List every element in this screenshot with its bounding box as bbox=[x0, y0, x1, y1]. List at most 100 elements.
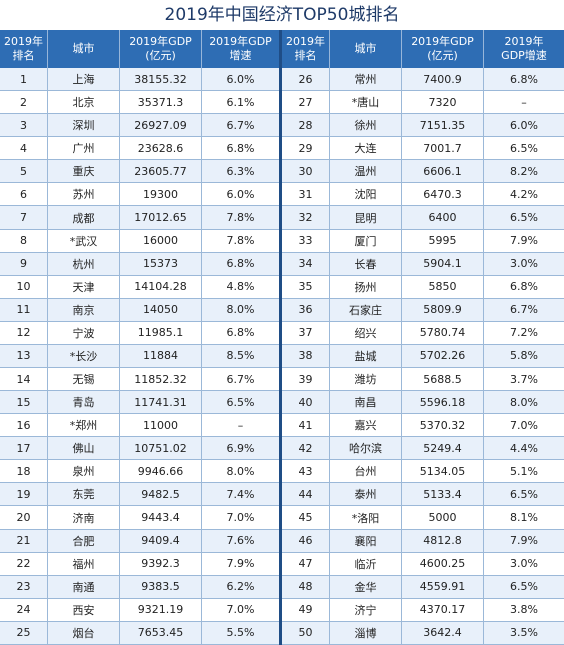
table-row: 50 淄博 3642.4 3.5% bbox=[282, 621, 564, 645]
growth-cell: – bbox=[521, 95, 527, 109]
growth-cell: 3.0% bbox=[510, 257, 538, 271]
growth-cell: 6.7% bbox=[510, 303, 538, 317]
gdp-cell: 5134.05 bbox=[402, 460, 484, 483]
rank-cell: 10 bbox=[0, 275, 48, 298]
city-cell: 青岛 bbox=[48, 391, 120, 414]
table-header-left: 2019年 排名 城市 2019年GDP (亿元) 2019年GDP 增速 bbox=[0, 30, 279, 68]
header-city: 城市 bbox=[330, 30, 402, 68]
rank-cell: 22 bbox=[0, 552, 48, 575]
city-cell: 东莞 bbox=[48, 483, 120, 506]
table-row: 34 长春 5904.1 3.0% bbox=[282, 252, 564, 276]
growth-cell: 8.0% bbox=[510, 395, 538, 409]
growth-cell: 7.0% bbox=[226, 511, 255, 525]
table-row: 44 泰州 5133.4 6.5% bbox=[282, 483, 564, 507]
rank-cell: 43 bbox=[282, 460, 330, 483]
table-row: 11 南京 14050 8.0% bbox=[0, 298, 279, 322]
growth-cell: 6.1% bbox=[226, 95, 255, 109]
growth-cell: 6.8% bbox=[226, 257, 255, 271]
gdp-cell: 7400.9 bbox=[402, 68, 484, 91]
gdp-cell: 5249.4 bbox=[402, 437, 484, 460]
growth-cell: 6.8% bbox=[510, 280, 538, 294]
growth-cell: 6.8% bbox=[226, 326, 255, 340]
growth-cell: 6.7% bbox=[226, 372, 255, 386]
rank-cell: 12 bbox=[0, 321, 48, 344]
table-row: 13 *长沙 11884 8.5% bbox=[0, 344, 279, 369]
city-cell: 北京 bbox=[48, 91, 120, 114]
city-cell: 广州 bbox=[48, 137, 120, 160]
growth-cell: 4.2% bbox=[510, 187, 538, 201]
rank-cell: 6 bbox=[0, 183, 48, 206]
rank-cell: 18 bbox=[0, 460, 48, 483]
rank-cell: 19 bbox=[0, 483, 48, 506]
gdp-cell: 4370.17 bbox=[402, 598, 484, 621]
city-cell: 潍坊 bbox=[330, 368, 402, 391]
city-cell: 佛山 bbox=[48, 437, 120, 460]
table-row: 22 福州 9392.3 7.9% bbox=[0, 552, 279, 576]
table-row: 32 昆明 6400 6.5% bbox=[282, 206, 564, 230]
city-cell: *郑州 bbox=[48, 414, 120, 437]
city-cell: 石家庄 bbox=[330, 298, 402, 321]
city-cell: 济宁 bbox=[330, 598, 402, 621]
table-row: 2 北京 35371.3 6.1% bbox=[0, 91, 279, 115]
city-cell: 徐州 bbox=[330, 114, 402, 137]
city-cell: *武汉 bbox=[48, 229, 120, 252]
growth-cell: 7.9% bbox=[510, 234, 538, 248]
growth-cell: 6.2% bbox=[226, 580, 255, 594]
rank-cell: 35 bbox=[282, 275, 330, 298]
gdp-cell: 16000 bbox=[120, 229, 202, 252]
city-cell: 常州 bbox=[330, 68, 402, 91]
table-row: 15 青岛 11741.31 6.5% bbox=[0, 391, 279, 415]
growth-cell: 6.0% bbox=[226, 72, 255, 86]
table-right-half: 2019年 排名 城市 2019年GDP (亿元) 2019年 GDP增速 26 常州 7… bbox=[282, 30, 564, 645]
rank-cell: 11 bbox=[0, 298, 48, 321]
city-cell: 杭州 bbox=[48, 252, 120, 275]
city-cell: 深圳 bbox=[48, 114, 120, 137]
city-cell: 宁波 bbox=[48, 321, 120, 344]
header-rank: 2019年 排名 bbox=[282, 30, 330, 68]
rank-cell: 39 bbox=[282, 368, 330, 391]
growth-cell: 3.7% bbox=[510, 372, 538, 386]
city-cell: 台州 bbox=[330, 460, 402, 483]
growth-cell: 7.8% bbox=[226, 211, 255, 224]
rank-cell: 46 bbox=[282, 529, 330, 552]
table-row: 12 宁波 11985.1 6.8% bbox=[0, 321, 279, 345]
city-cell: 烟台 bbox=[48, 621, 120, 644]
growth-cell: 6.5% bbox=[510, 211, 538, 224]
table-row: 10 天津 14104.28 4.8% bbox=[0, 275, 279, 299]
rank-cell: 8 bbox=[0, 229, 48, 252]
table-row: 41 嘉兴 5370.32 7.0% bbox=[282, 414, 564, 438]
city-cell: 泰州 bbox=[330, 483, 402, 506]
gdp-cell: 35371.3 bbox=[120, 91, 202, 114]
growth-cell: 5.1% bbox=[510, 464, 538, 478]
gdp-cell: 9392.3 bbox=[120, 552, 202, 575]
table-row: 33 厦门 5995 7.9% bbox=[282, 229, 564, 253]
growth-cell: 7.0% bbox=[226, 603, 255, 617]
growth-cell: 5.8% bbox=[510, 349, 538, 363]
rank-cell: 4 bbox=[0, 137, 48, 160]
rank-cell: 14 bbox=[0, 368, 48, 391]
rank-cell: 34 bbox=[282, 252, 330, 275]
city-cell: 哈尔滨 bbox=[330, 437, 402, 460]
gdp-cell: 4600.25 bbox=[402, 552, 484, 575]
growth-cell: 6.3% bbox=[226, 164, 255, 178]
gdp-cell: 9383.5 bbox=[120, 575, 202, 598]
gdp-cell: 5995 bbox=[402, 229, 484, 252]
table-row: 21 合肥 9409.4 7.6% bbox=[0, 529, 279, 553]
rank-cell: 37 bbox=[282, 321, 330, 344]
growth-cell: 7.0% bbox=[510, 418, 538, 432]
growth-cell: 6.5% bbox=[510, 141, 538, 155]
growth-cell: – bbox=[237, 418, 244, 432]
table-row: 7 成都 17012.65 7.8% bbox=[0, 206, 279, 230]
rank-cell: 48 bbox=[282, 575, 330, 598]
table-row: 19 东莞 9482.5 7.4% bbox=[0, 483, 279, 507]
gdp-cell: 9321.19 bbox=[120, 598, 202, 621]
table-row: 14 无锡 11852.32 6.7% bbox=[0, 368, 279, 392]
table-left-half: 2019年 排名 城市 2019年GDP (亿元) 2019年GDP 增速 1 上海 38… bbox=[0, 30, 282, 645]
table-row: 35 扬州 5850 6.8% bbox=[282, 275, 564, 299]
table-row: 23 南通 9383.5 6.2% bbox=[0, 575, 279, 599]
gdp-cell: 5904.1 bbox=[402, 252, 484, 275]
gdp-cell: 9482.5 bbox=[120, 483, 202, 506]
growth-cell: 4.4% bbox=[510, 441, 538, 455]
growth-cell: 6.0% bbox=[226, 187, 255, 201]
